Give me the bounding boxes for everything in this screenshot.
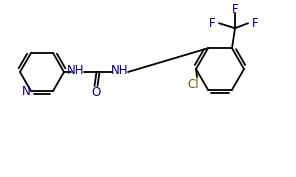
Text: N: N [22,85,30,98]
Text: Cl: Cl [187,79,199,92]
Text: F: F [252,17,258,30]
Text: F: F [209,17,215,30]
Text: NH: NH [111,64,129,78]
Text: NH: NH [67,64,85,78]
Text: O: O [91,85,101,98]
Text: F: F [232,3,238,16]
